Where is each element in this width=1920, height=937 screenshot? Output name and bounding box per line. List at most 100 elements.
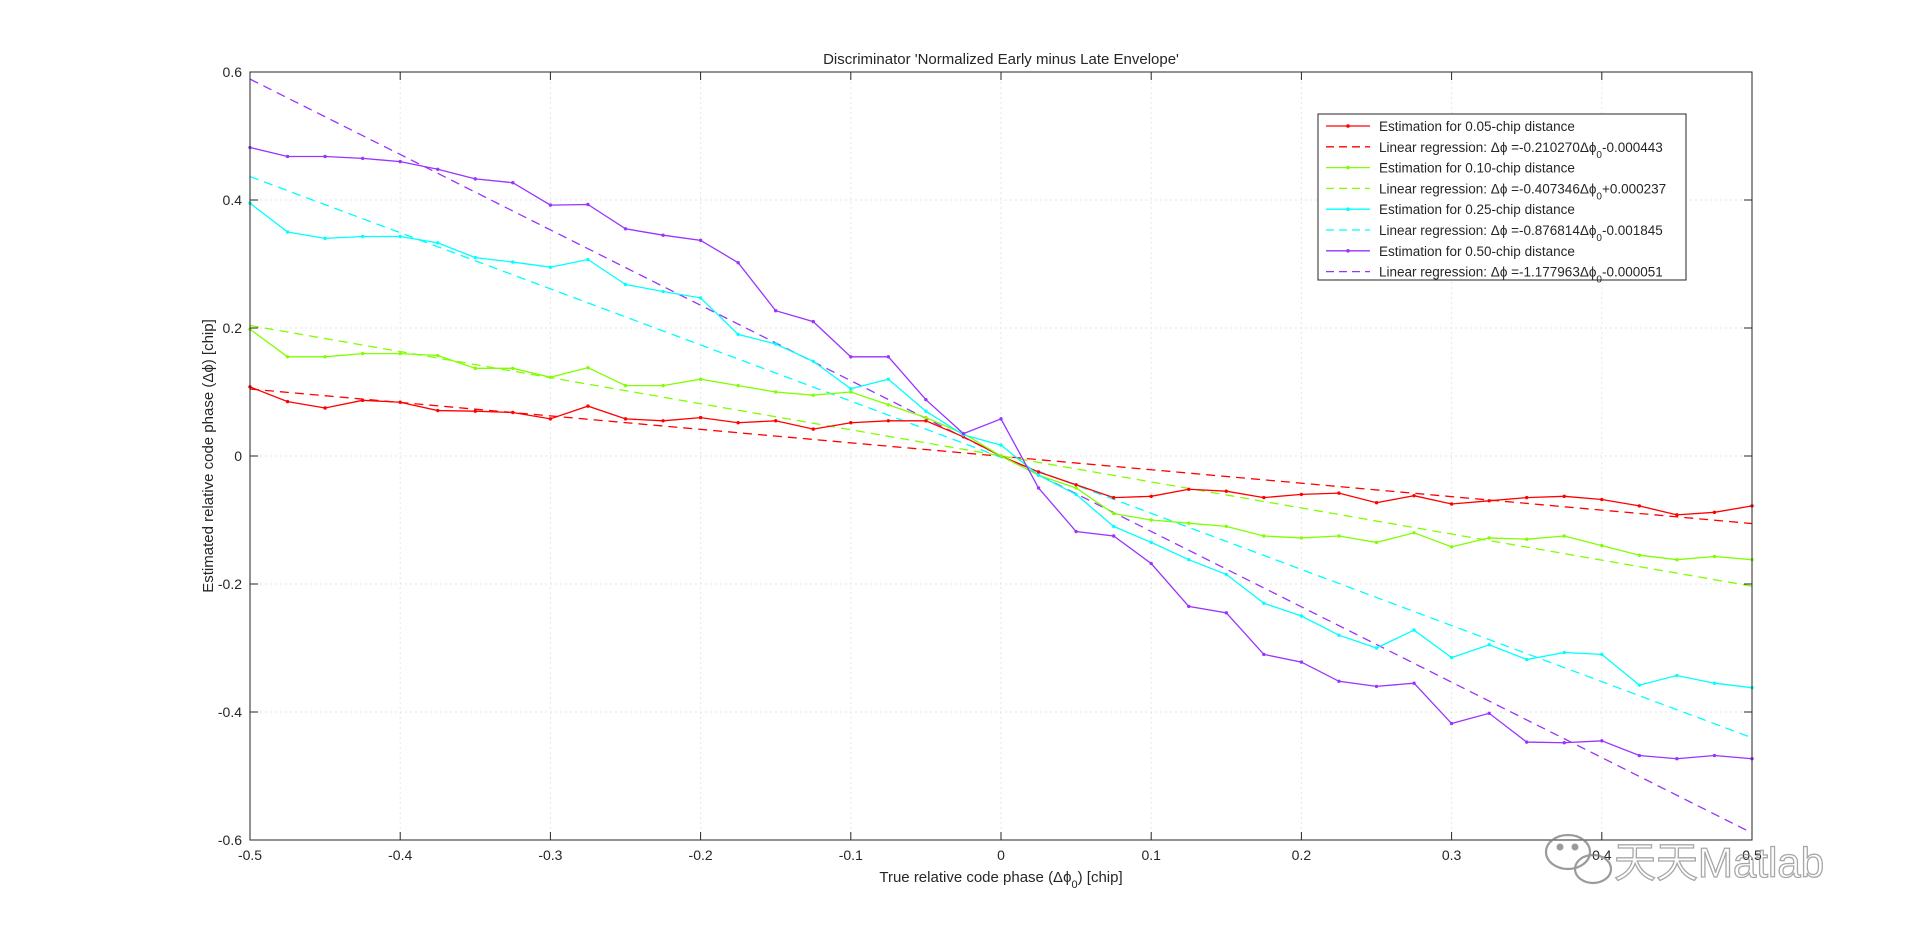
series-2-point bbox=[999, 454, 1003, 458]
x-tick-label: -0.4 bbox=[388, 847, 412, 863]
series-2-point bbox=[360, 351, 365, 356]
series-3-point bbox=[811, 359, 815, 363]
series-3-point bbox=[1412, 628, 1416, 632]
y-tick-label: 0.2 bbox=[223, 320, 243, 336]
series-2-point bbox=[886, 403, 891, 407]
legend-regression-label-4: Linear regression: Δϕ =-1.177963Δϕ0-0.00… bbox=[1379, 265, 1663, 286]
series-1-point bbox=[1412, 493, 1416, 498]
series-2-point bbox=[323, 355, 327, 359]
series-3-point bbox=[1187, 557, 1191, 562]
series-1-point bbox=[849, 421, 853, 425]
series-4-point bbox=[1262, 652, 1266, 657]
series-3-point bbox=[1149, 540, 1153, 545]
legend-regression-label-sub: 0 bbox=[1596, 149, 1602, 160]
series-4-point bbox=[1637, 753, 1642, 758]
x-tick-label: -0.3 bbox=[538, 847, 562, 863]
series-2-point bbox=[1449, 545, 1454, 549]
series-4-point bbox=[398, 159, 402, 164]
chart-title: Discriminator 'Normalized Early minus La… bbox=[823, 51, 1179, 68]
series-4-point bbox=[1449, 721, 1454, 726]
series-4-point bbox=[1412, 681, 1416, 685]
series-1-point bbox=[1299, 492, 1304, 497]
series-2-point bbox=[774, 390, 778, 394]
legend-regression-label-prefix: Linear regression: Δϕ =-0.876814Δϕ bbox=[1379, 223, 1597, 238]
series-1-point bbox=[1637, 504, 1642, 508]
watermark-text: 天天Matlab bbox=[1614, 839, 1824, 886]
y-tick-label: -0.4 bbox=[218, 704, 242, 720]
series-3-point bbox=[1074, 492, 1078, 497]
series-2-point bbox=[1487, 536, 1491, 540]
series-4-point bbox=[1712, 753, 1717, 758]
series-4-point bbox=[661, 233, 665, 237]
series-3-point bbox=[511, 260, 515, 264]
y-axis-label: Estimated relative code phase (Δϕ) [chip… bbox=[200, 319, 217, 593]
y-tick-label: 0 bbox=[234, 448, 242, 464]
series-2-point bbox=[398, 351, 402, 356]
series-3-point bbox=[774, 342, 778, 346]
series-2-point bbox=[1525, 537, 1529, 541]
series-1-point bbox=[1187, 487, 1191, 491]
series-4-point bbox=[924, 397, 928, 402]
series-2-point bbox=[1637, 553, 1642, 557]
series-1-point bbox=[1337, 491, 1341, 495]
series-1-point bbox=[1675, 513, 1679, 517]
series-2-point bbox=[1187, 521, 1191, 525]
series-3-point bbox=[436, 241, 440, 245]
series-2-point bbox=[1149, 518, 1153, 522]
series-2-point bbox=[1675, 557, 1679, 562]
data-lines bbox=[248, 145, 1754, 761]
x-axis-label-suffix: ) [chip] bbox=[1078, 869, 1123, 886]
series-2-point bbox=[698, 377, 703, 381]
series-2-point bbox=[1712, 554, 1717, 559]
series-1-point bbox=[1036, 470, 1041, 474]
series-3-point bbox=[924, 409, 928, 413]
series-2-point bbox=[1374, 540, 1379, 545]
series-4-point bbox=[1337, 679, 1341, 683]
series-2-point bbox=[436, 353, 440, 358]
series-2-point bbox=[1224, 524, 1229, 529]
series-4-point bbox=[360, 156, 365, 161]
x-tick-label: -0.1 bbox=[839, 847, 863, 863]
series-2-point bbox=[473, 366, 477, 371]
x-tick-label: 0.3 bbox=[1442, 847, 1462, 863]
series-1-point bbox=[1487, 499, 1491, 503]
x-axis-label-prefix: True relative code phase (Δϕ bbox=[879, 869, 1071, 886]
series-1-point bbox=[811, 427, 815, 431]
series-2-point bbox=[1337, 534, 1341, 538]
series-3-point bbox=[849, 387, 853, 391]
series-1-point bbox=[360, 398, 365, 403]
series-2-point bbox=[661, 383, 665, 388]
series-1-point bbox=[623, 417, 628, 421]
legend-label-2: Estimation for 0.10-chip distance bbox=[1379, 161, 1575, 176]
legend-label-4: Estimation for 0.50-chip distance bbox=[1379, 244, 1575, 259]
y-tick-label: 0.4 bbox=[223, 192, 243, 208]
x-axis-label-sub: 0 bbox=[1071, 879, 1077, 891]
legend-entries: Estimation for 0.05-chip distance Linear … bbox=[1326, 119, 1666, 285]
series-4-point bbox=[886, 355, 891, 359]
series-3-point bbox=[586, 257, 590, 262]
legend-regression-label-sub: 0 bbox=[1596, 191, 1602, 202]
series-3-point bbox=[323, 236, 327, 241]
series-1-point bbox=[1562, 494, 1566, 499]
series-3-point bbox=[698, 296, 703, 300]
series-3-point bbox=[1111, 524, 1116, 529]
series-2-point bbox=[1262, 534, 1266, 538]
legend: Estimation for 0.05-chip distance Linear … bbox=[1317, 113, 1687, 285]
x-tick-label: 0.1 bbox=[1141, 847, 1161, 863]
legend-regression-label-1: Linear regression: Δϕ =-0.210270Δϕ0-0.00… bbox=[1379, 140, 1663, 161]
series-3-point bbox=[1600, 652, 1604, 657]
series-2-point bbox=[548, 375, 553, 379]
series-2-point bbox=[1412, 531, 1416, 535]
wechat-icon bbox=[1544, 833, 1613, 885]
series-3-point bbox=[661, 289, 665, 294]
series-3-point bbox=[1224, 572, 1229, 577]
series-1-point bbox=[586, 404, 590, 408]
series-1-point bbox=[1525, 495, 1529, 500]
series-4-point bbox=[473, 177, 477, 181]
series-3-point bbox=[360, 234, 365, 239]
series-3-point bbox=[1675, 673, 1679, 678]
series-3-point bbox=[623, 282, 628, 287]
legend-regression-label-suffix: -0.000443 bbox=[1602, 140, 1663, 155]
legend-regression-label-suffix: -0.001845 bbox=[1602, 223, 1663, 238]
